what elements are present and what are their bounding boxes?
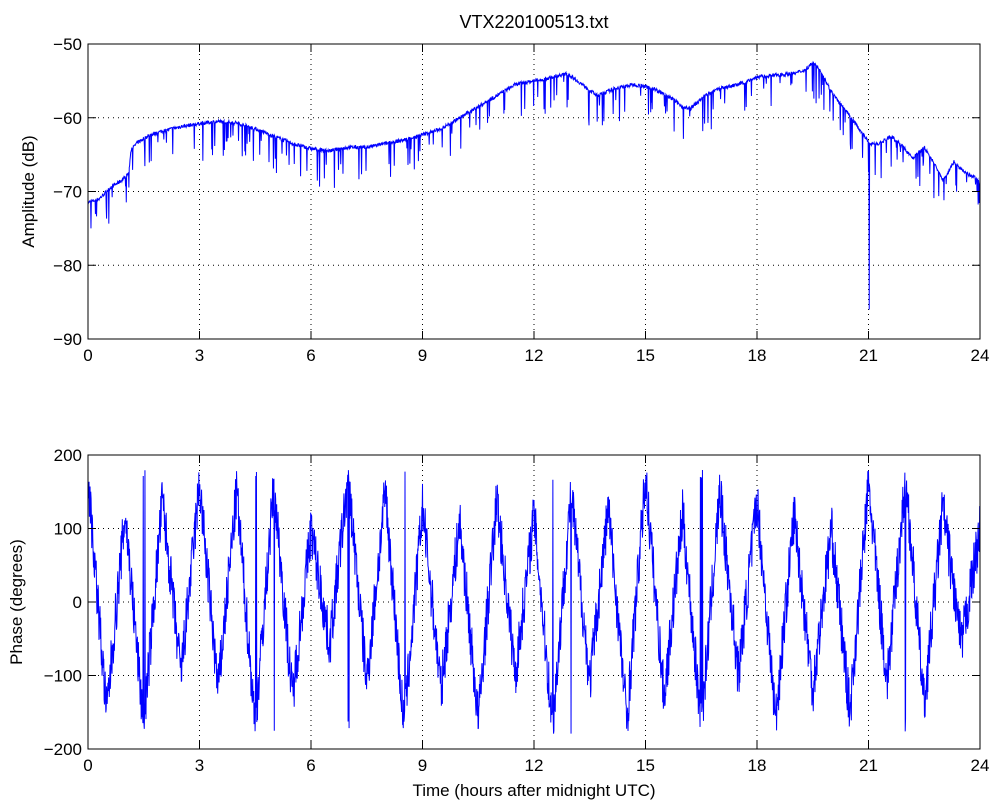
y-tick-label: 100 (54, 520, 82, 539)
x-tick-label: 18 (748, 756, 767, 775)
chart-title: VTX220100513.txt (459, 12, 608, 32)
x-tick-label: 9 (418, 756, 427, 775)
data-series-line (87, 470, 981, 734)
x-tick-label: 6 (306, 346, 315, 365)
x-tick-label: 6 (306, 756, 315, 775)
x-tick-label: 0 (83, 756, 92, 775)
y-tick-label: −100 (44, 667, 82, 686)
y-tick-label: −50 (53, 35, 82, 54)
series-path (87, 470, 981, 734)
x-tick-label: 12 (525, 756, 544, 775)
x-tick-label: 9 (418, 346, 427, 365)
series-path (87, 60, 981, 310)
x-tick-label: 18 (748, 346, 767, 365)
phase-plot: 0 3 6 9 12 15 18 21 24 −200 −100 0 100 200 Phase (degr… (7, 446, 989, 800)
x-tick-label: 3 (195, 346, 204, 365)
x-tick-label: 21 (859, 346, 878, 365)
y-tick-label: −200 (44, 740, 82, 759)
x-tick-label: 3 (195, 756, 204, 775)
x-tick-label: 21 (859, 756, 878, 775)
y-tick-label: −60 (53, 109, 82, 128)
x-tick-label: 24 (971, 346, 990, 365)
y-axis-label: Amplitude (dB) (19, 135, 38, 247)
y-tick-label: −90 (53, 330, 82, 349)
data-series-line (87, 60, 981, 310)
x-tick-label: 12 (525, 346, 544, 365)
y-axis-label: Phase (degrees) (7, 539, 26, 665)
y-tick-label: −70 (53, 183, 82, 202)
amplitude-plot: 0 3 6 9 12 15 18 21 24 −90 −80 −70 −60 −50 Amplitude (… (19, 35, 989, 365)
x-axis-label: Time (hours after midnight UTC) (412, 781, 655, 800)
x-tick-label: 0 (83, 346, 92, 365)
x-tick-label: 24 (971, 756, 990, 775)
y-tick-label: −80 (53, 256, 82, 275)
x-tick-label: 15 (636, 346, 655, 365)
y-tick-label: 0 (73, 593, 82, 612)
x-tick-label: 15 (636, 756, 655, 775)
y-tick-label: 200 (54, 446, 82, 465)
